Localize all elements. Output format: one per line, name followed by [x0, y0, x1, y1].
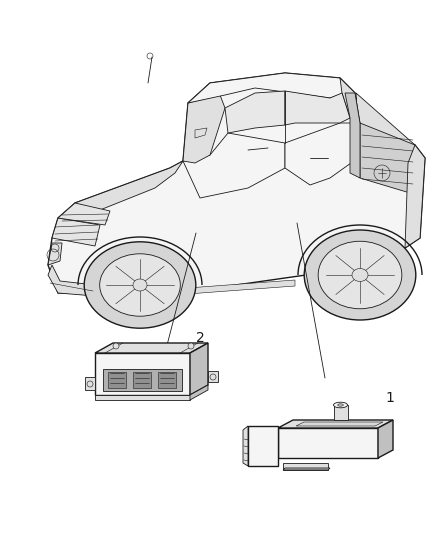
Polygon shape [283, 463, 328, 470]
Polygon shape [278, 420, 393, 428]
Polygon shape [190, 385, 208, 400]
Polygon shape [243, 426, 248, 466]
Polygon shape [183, 133, 285, 198]
Polygon shape [48, 243, 62, 265]
Polygon shape [340, 78, 360, 123]
Polygon shape [225, 91, 285, 133]
Text: 1: 1 [385, 391, 395, 405]
Ellipse shape [133, 279, 147, 291]
Polygon shape [158, 372, 176, 388]
Polygon shape [195, 128, 207, 138]
Polygon shape [48, 73, 425, 296]
Polygon shape [356, 93, 415, 173]
Polygon shape [75, 161, 183, 218]
Polygon shape [283, 468, 330, 470]
Polygon shape [52, 218, 100, 246]
Polygon shape [248, 426, 278, 466]
Polygon shape [333, 405, 347, 420]
Ellipse shape [84, 242, 196, 328]
Polygon shape [133, 372, 151, 388]
Ellipse shape [304, 230, 416, 320]
Circle shape [113, 343, 119, 349]
Ellipse shape [100, 254, 180, 316]
Polygon shape [183, 95, 225, 163]
Polygon shape [296, 422, 383, 426]
Polygon shape [95, 343, 208, 353]
Polygon shape [378, 420, 393, 458]
Polygon shape [285, 91, 350, 125]
Polygon shape [108, 372, 126, 388]
Polygon shape [85, 377, 95, 390]
Ellipse shape [338, 404, 343, 406]
Polygon shape [48, 265, 95, 296]
Ellipse shape [333, 402, 347, 408]
Polygon shape [95, 353, 190, 395]
Polygon shape [58, 203, 110, 225]
Polygon shape [278, 428, 378, 458]
Polygon shape [190, 343, 208, 395]
Polygon shape [188, 73, 345, 103]
Ellipse shape [352, 269, 368, 281]
Polygon shape [120, 280, 295, 299]
Polygon shape [103, 369, 182, 391]
Polygon shape [285, 123, 360, 185]
Polygon shape [95, 395, 190, 400]
Text: 2: 2 [196, 331, 205, 345]
Polygon shape [208, 371, 218, 382]
Polygon shape [345, 93, 360, 178]
Polygon shape [360, 123, 415, 193]
Ellipse shape [318, 241, 402, 309]
Polygon shape [405, 145, 425, 248]
Circle shape [188, 343, 194, 349]
